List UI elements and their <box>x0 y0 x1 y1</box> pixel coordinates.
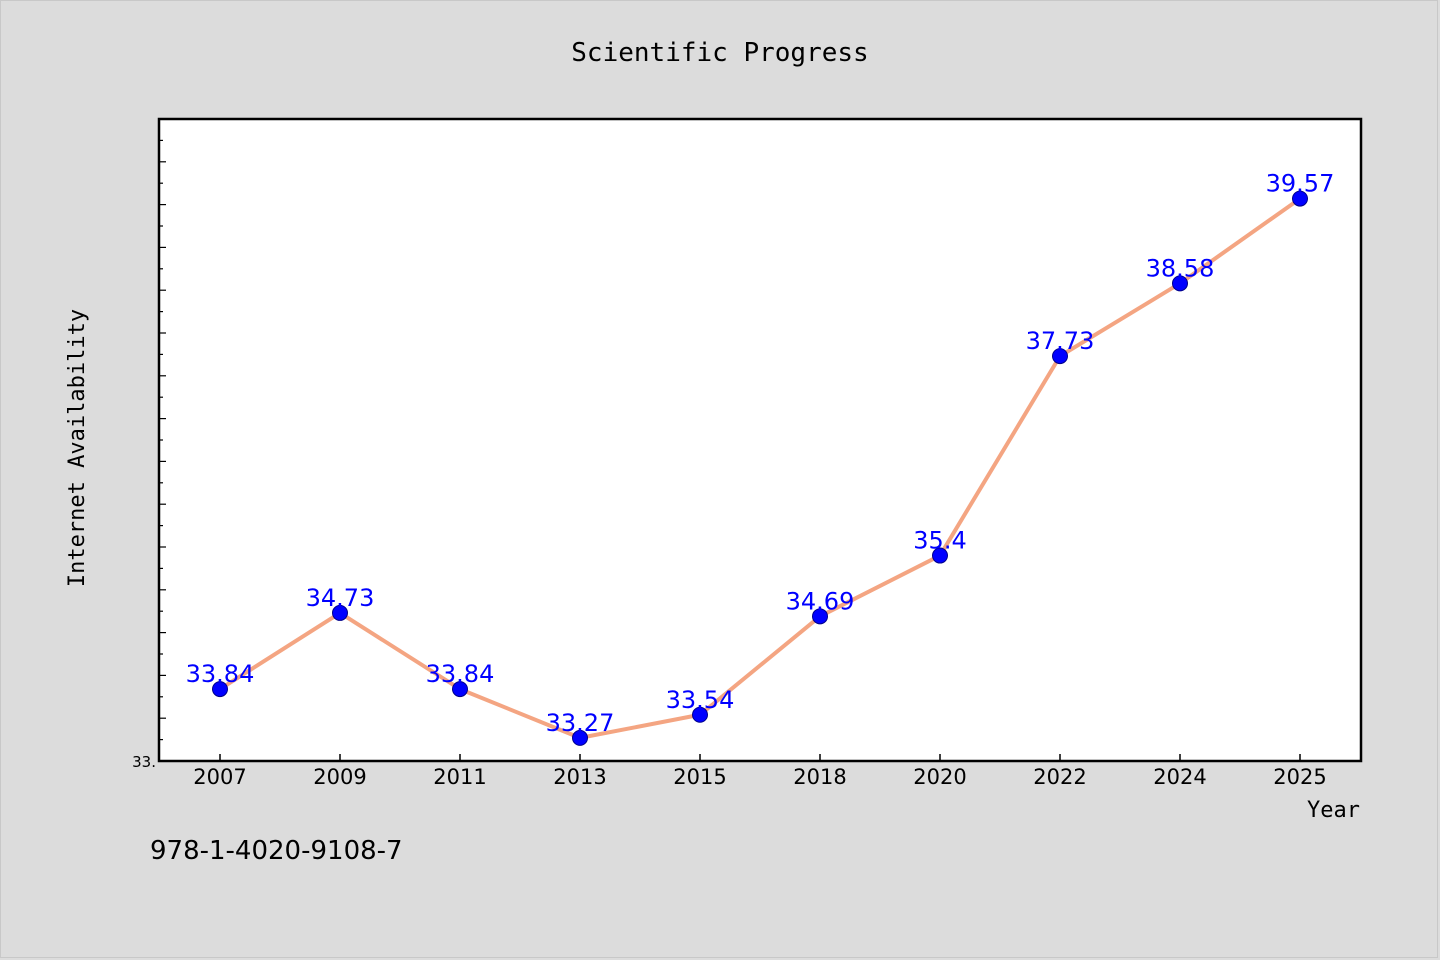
x-tick-label: 2022 <box>1033 765 1086 789</box>
data-label: 33.84 <box>426 660 495 688</box>
x-tick-label: 2011 <box>433 765 486 789</box>
data-label: 39.57 <box>1266 170 1335 198</box>
y-tick-label: 33. <box>132 753 156 771</box>
x-axis-ticks: 2007 2009 2011 2013 2015 2018 2020 2022 2024 2025 <box>193 754 1327 789</box>
data-label: 38.58 <box>1146 254 1215 282</box>
x-tick-label: 2018 <box>793 765 846 789</box>
x-tick-label: 2024 <box>1153 765 1206 789</box>
data-label: 33.84 <box>186 660 255 688</box>
data-point <box>932 547 948 564</box>
data-point <box>332 604 348 621</box>
x-axis-label: Year <box>1307 798 1360 823</box>
y-axis-label: Internet Availability <box>65 309 90 587</box>
data-point <box>572 729 588 746</box>
footer-isbn: 978-1-4020-9108-7 <box>150 836 403 866</box>
x-tick-label: 2025 <box>1273 765 1326 789</box>
plot-border <box>157 117 1363 763</box>
data-point <box>452 681 468 698</box>
chart-title: Scientific Progress <box>571 38 868 68</box>
data-point <box>812 608 828 625</box>
x-tick-label: 2013 <box>553 765 606 789</box>
data-point <box>692 706 708 723</box>
series-line <box>218 196 1302 740</box>
data-label: 33.54 <box>666 686 735 714</box>
data-point <box>1292 190 1308 207</box>
x-tick-label: 2015 <box>673 765 726 789</box>
x-tick-label: 2020 <box>913 765 966 789</box>
data-point <box>212 681 228 698</box>
data-label: 33.27 <box>546 709 615 737</box>
data-labels: 33.84 34.73 33.84 33.27 33.54 34.69 35.4 37.73 3… <box>186 170 1335 737</box>
series-markers <box>212 190 1308 746</box>
data-label: 34.73 <box>306 584 375 612</box>
x-tick-label: 2007 <box>193 765 246 789</box>
data-label: 34.69 <box>786 587 855 615</box>
x-tick-label: 2009 <box>313 765 366 789</box>
data-point <box>1172 275 1188 292</box>
data-label: 35.4 <box>913 527 966 555</box>
data-label: 37.73 <box>1026 327 1095 355</box>
data-point <box>1052 348 1068 365</box>
plot-area <box>159 119 1361 761</box>
